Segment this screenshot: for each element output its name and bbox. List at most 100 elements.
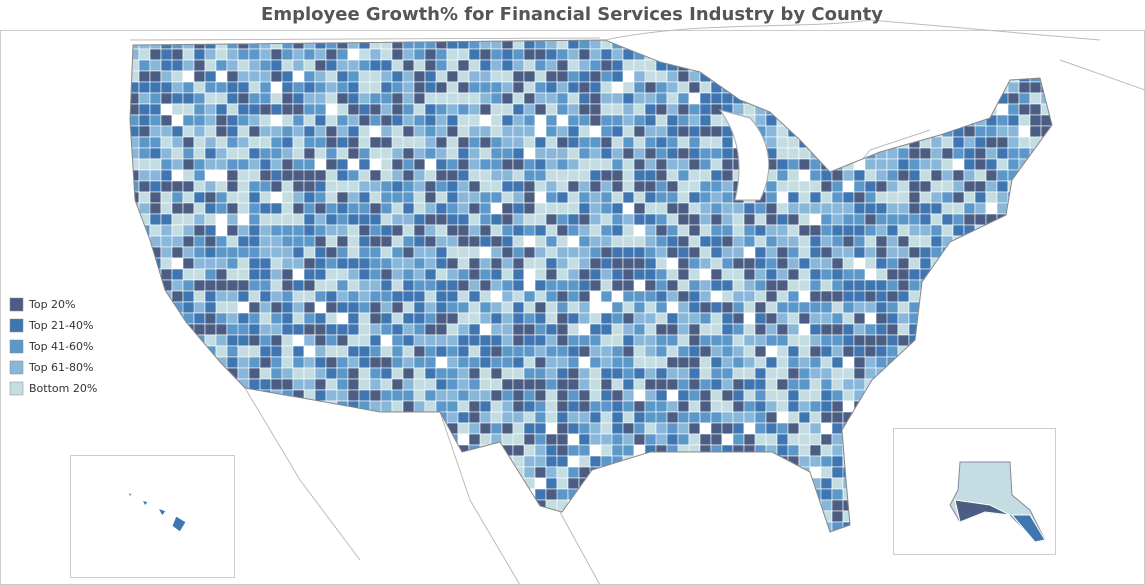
county xyxy=(908,268,921,281)
county xyxy=(270,158,283,171)
county xyxy=(996,103,1009,116)
county xyxy=(160,136,173,149)
county xyxy=(776,422,789,435)
county xyxy=(347,268,360,281)
county xyxy=(182,235,195,248)
county xyxy=(842,334,855,347)
county xyxy=(589,125,602,138)
county xyxy=(402,389,415,402)
county xyxy=(424,389,437,402)
county xyxy=(358,334,371,347)
county xyxy=(622,70,635,83)
county xyxy=(666,92,679,105)
county xyxy=(479,400,492,413)
county xyxy=(952,213,965,226)
county xyxy=(666,169,679,182)
county xyxy=(501,356,514,369)
county xyxy=(380,59,393,72)
county xyxy=(457,367,470,380)
county xyxy=(281,213,294,226)
county xyxy=(853,224,866,237)
county xyxy=(556,268,569,281)
county xyxy=(512,70,525,83)
county xyxy=(259,191,272,204)
county xyxy=(754,235,767,248)
county xyxy=(666,433,679,446)
county xyxy=(182,290,195,303)
county xyxy=(369,92,382,105)
county xyxy=(776,180,789,193)
county xyxy=(281,191,294,204)
county xyxy=(457,301,470,314)
county xyxy=(457,103,470,116)
county xyxy=(149,125,162,138)
county xyxy=(468,147,481,160)
county xyxy=(677,433,690,446)
county xyxy=(743,422,756,435)
county xyxy=(578,323,591,336)
county xyxy=(633,279,646,292)
county xyxy=(358,345,371,358)
county xyxy=(875,345,888,358)
county xyxy=(237,202,250,215)
county xyxy=(611,268,624,281)
county xyxy=(468,158,481,171)
county xyxy=(545,367,558,380)
county xyxy=(831,422,844,435)
county xyxy=(226,301,239,314)
county xyxy=(479,136,492,149)
county xyxy=(512,180,525,193)
county xyxy=(248,92,261,105)
county xyxy=(193,268,206,281)
county xyxy=(556,191,569,204)
county xyxy=(424,400,437,413)
county xyxy=(402,180,415,193)
county xyxy=(435,290,448,303)
county xyxy=(171,169,184,182)
county xyxy=(655,257,668,270)
county xyxy=(512,158,525,171)
county xyxy=(941,213,954,226)
county xyxy=(776,378,789,391)
county xyxy=(281,356,294,369)
county xyxy=(710,279,723,292)
county xyxy=(798,147,811,160)
county xyxy=(831,202,844,215)
county xyxy=(446,125,459,138)
county xyxy=(336,136,349,149)
county xyxy=(534,323,547,336)
county xyxy=(842,279,855,292)
county xyxy=(853,213,866,226)
county xyxy=(270,367,283,380)
county xyxy=(248,224,261,237)
county xyxy=(292,235,305,248)
county xyxy=(578,312,591,325)
county xyxy=(765,224,778,237)
county xyxy=(226,136,239,149)
county xyxy=(479,279,492,292)
county xyxy=(567,422,580,435)
county xyxy=(820,488,833,501)
county xyxy=(897,158,910,171)
county xyxy=(292,301,305,314)
county xyxy=(688,411,701,424)
county xyxy=(974,169,987,182)
county xyxy=(699,147,712,160)
county xyxy=(633,345,646,358)
county xyxy=(787,301,800,314)
county xyxy=(446,389,459,402)
county xyxy=(413,367,426,380)
county xyxy=(237,279,250,292)
county xyxy=(358,290,371,303)
county xyxy=(215,290,228,303)
county xyxy=(468,400,481,413)
county xyxy=(237,48,250,61)
county xyxy=(996,125,1009,138)
county xyxy=(743,345,756,358)
county xyxy=(303,136,316,149)
county xyxy=(303,235,316,248)
county xyxy=(622,268,635,281)
county xyxy=(875,279,888,292)
county xyxy=(336,235,349,248)
county xyxy=(633,356,646,369)
